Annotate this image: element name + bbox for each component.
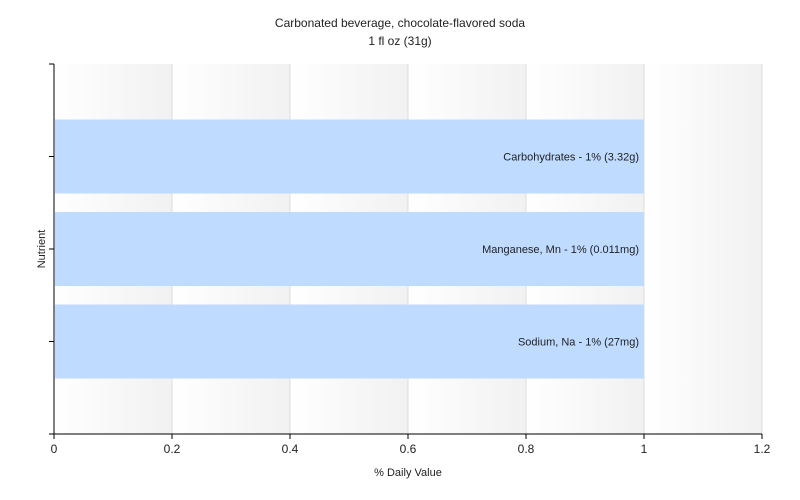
bar-labels-group: Carbohydrates - 1% (3.32g) Manganese, Mn …: [482, 152, 639, 349]
y-axis-label: Nutrient: [36, 230, 48, 269]
chart-subtitle: 1 fl oz (31g): [368, 34, 431, 48]
x-axis-label: % Daily Value: [374, 467, 442, 479]
x-tick-label: 0.4: [282, 442, 299, 456]
x-tick-label: 0.8: [518, 442, 535, 456]
axes-group: [49, 63, 763, 439]
bar: [55, 304, 644, 379]
bar: [55, 212, 644, 286]
x-tick-label: 0.6: [400, 442, 417, 456]
chart-title: Carbonated beverage, chocolate-flavored …: [275, 16, 525, 30]
plot-band: [644, 64, 762, 434]
x-tick-label: 0.2: [164, 442, 181, 456]
x-tick-label: 1.2: [754, 442, 771, 456]
bar-label: Manganese, Mn - 1% (0.011mg): [482, 244, 639, 256]
bars-group: [55, 119, 644, 379]
bar: [55, 119, 644, 194]
x-tick-labels-group: 0 0.2 0.4 0.6 0.8 1 1.2: [51, 442, 771, 456]
x-tick-label: 1: [641, 442, 648, 456]
bar-label: Sodium, Na - 1% (27mg): [518, 337, 639, 349]
x-tick-label: 0: [51, 442, 58, 456]
bar-label: Carbohydrates - 1% (3.32g): [503, 152, 639, 164]
